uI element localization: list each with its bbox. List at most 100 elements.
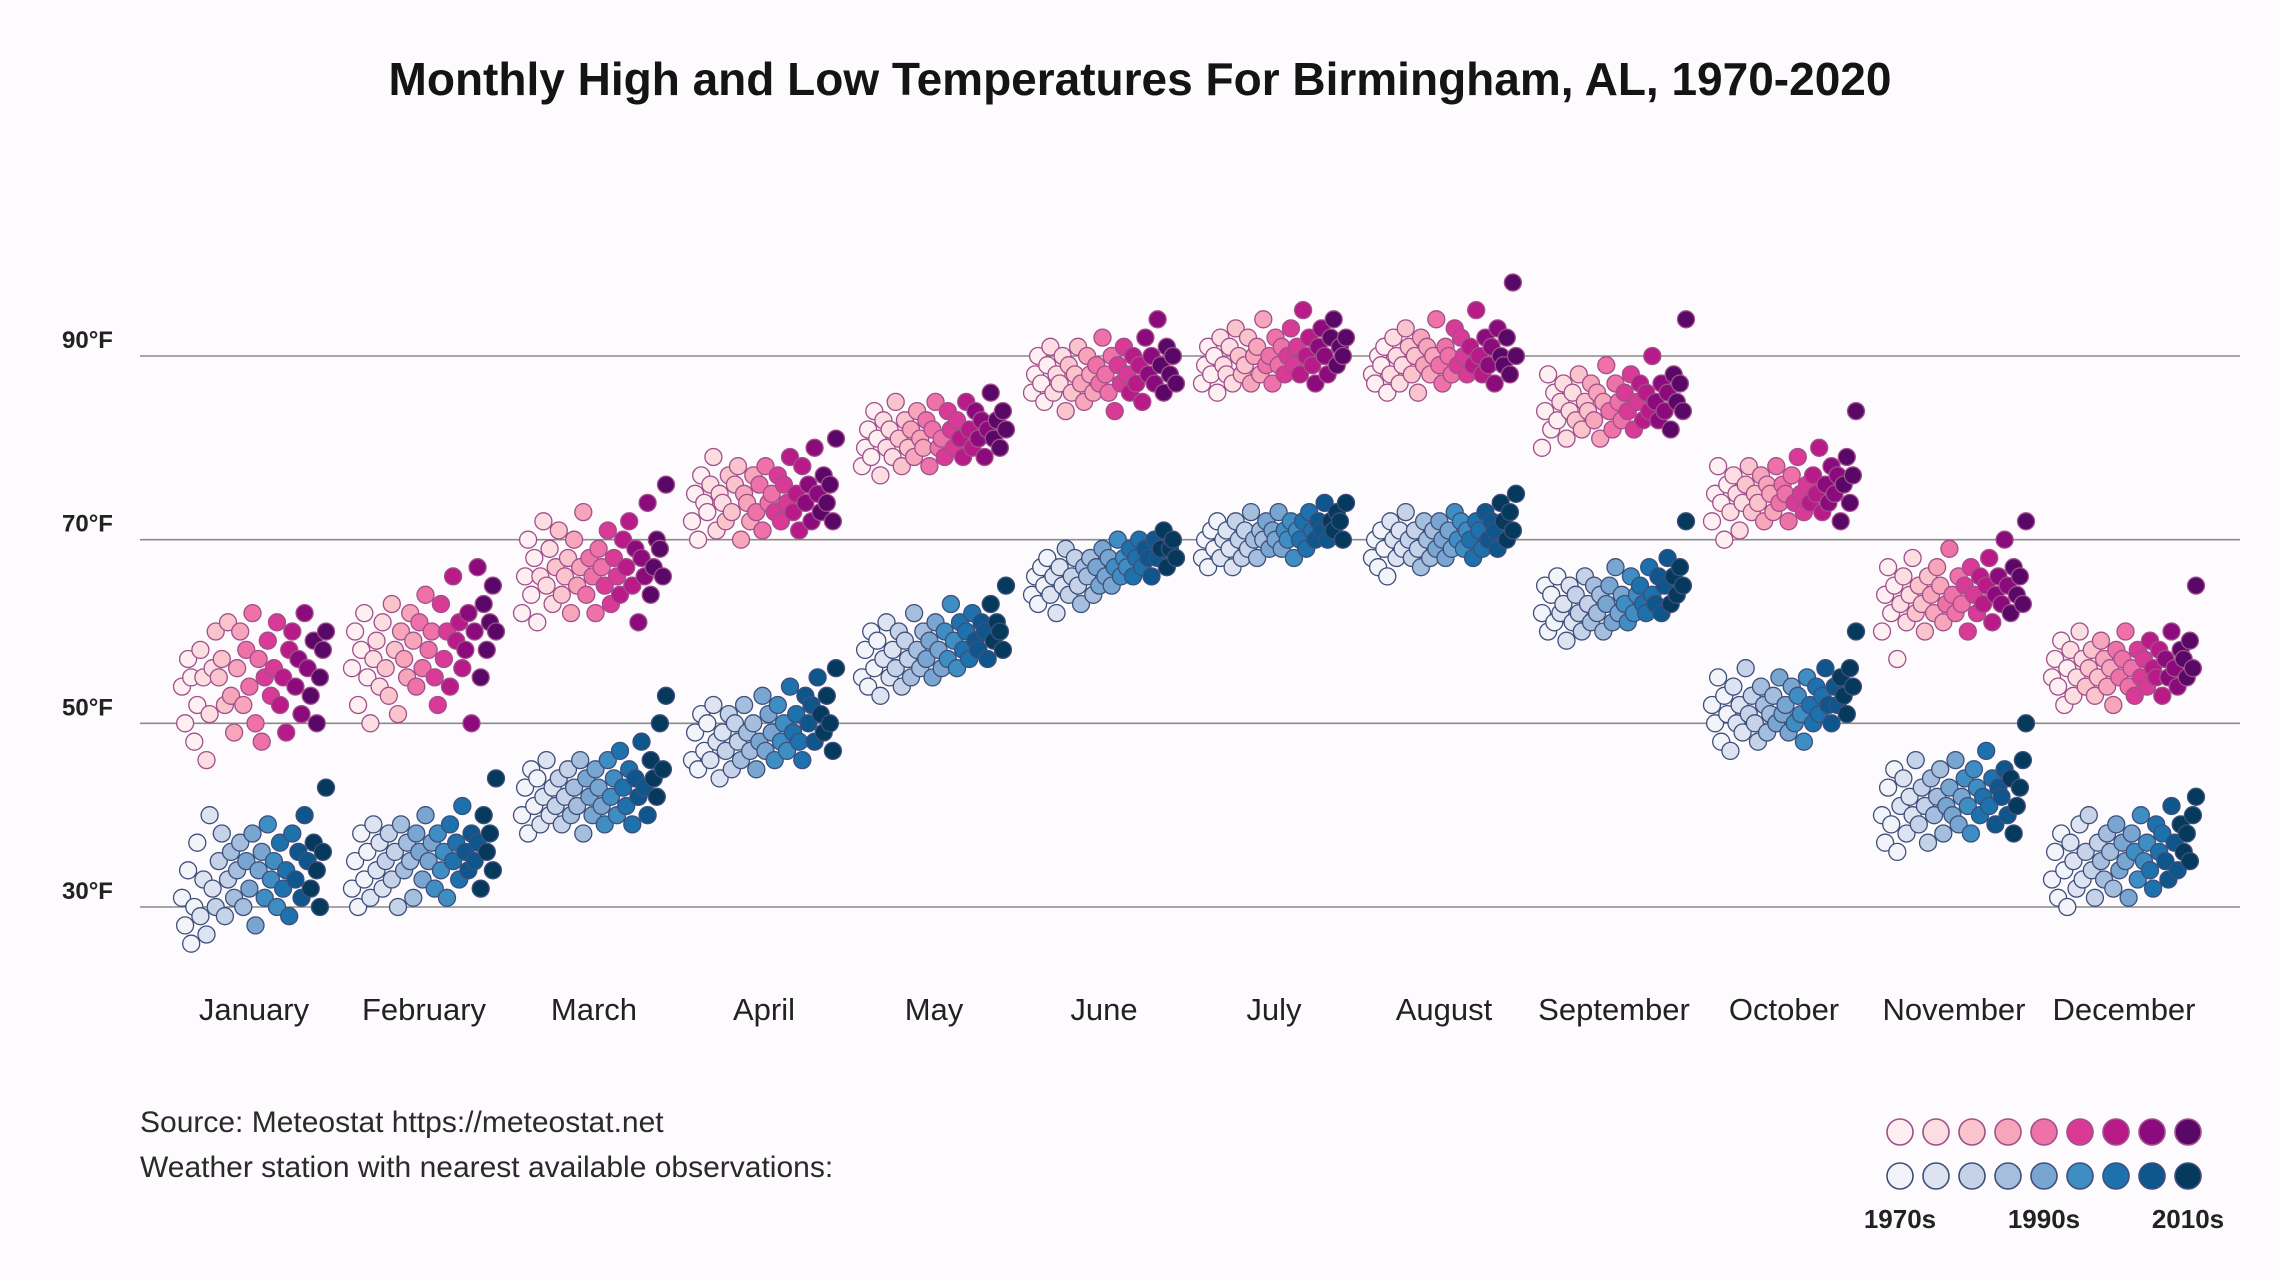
low-temp-point	[990, 622, 1010, 641]
high-temp-point	[188, 695, 207, 715]
high-temp-point	[975, 447, 994, 467]
low-temp-point	[787, 704, 806, 724]
high-temp-point	[1615, 383, 1634, 402]
low-temp-point	[1702, 695, 1722, 715]
low-temp-point	[623, 815, 642, 834]
low-temp-point	[1597, 594, 1616, 614]
low-temp-point	[1630, 576, 1650, 595]
legend-high-swatch	[1886, 1118, 1914, 1146]
x-tick-label: April	[733, 992, 795, 1027]
legend-decade-label: 2010s	[2152, 1204, 2224, 1234]
high-temp-point	[1676, 310, 1696, 329]
high-temp-point	[1041, 337, 1060, 356]
low-temp-point	[1733, 723, 1752, 742]
low-temp-point	[586, 760, 605, 779]
legend-low-swatch	[2174, 1162, 2202, 1190]
low-temp-point	[947, 659, 967, 678]
high-temp-point	[267, 613, 287, 632]
high-temp-point	[1427, 310, 1446, 329]
low-temp-point	[688, 760, 708, 779]
legend-low-swatch	[1994, 1162, 2022, 1190]
low-temp-point	[431, 861, 451, 880]
low-temp-point	[567, 796, 587, 816]
high-temp-point	[534, 512, 553, 531]
low-temp-point	[2104, 879, 2123, 898]
low-temp-point	[1241, 502, 1261, 522]
high-temp-point	[301, 686, 320, 705]
high-temp-point	[515, 567, 535, 586]
low-temp-point	[2076, 842, 2095, 862]
low-temp-point	[2183, 806, 2203, 825]
low-temp-point	[209, 851, 228, 871]
low-temp-point	[261, 870, 281, 889]
legend-high-swatch	[1922, 1118, 1950, 1146]
high-temp-point	[1569, 365, 1588, 384]
low-temp-point	[1977, 741, 1996, 761]
high-temp-point	[1940, 539, 1959, 558]
low-temp-point	[537, 750, 556, 770]
high-temp-point	[698, 502, 717, 522]
low-temp-point	[574, 824, 593, 843]
low-temp-point	[1837, 704, 1856, 724]
low-temp-point	[1964, 760, 1984, 779]
low-temp-point	[1315, 493, 1334, 513]
legend-low-swatch	[1958, 1162, 1986, 1190]
high-temp-point	[1983, 613, 2002, 632]
high-temp-point	[793, 457, 812, 476]
high-temp-point	[722, 502, 741, 522]
high-temp-point	[410, 613, 429, 632]
legend-decade-label: 1990s	[2008, 1204, 2080, 1234]
high-temp-point	[1503, 273, 1523, 292]
low-temp-point	[428, 824, 447, 843]
high-temp-point	[783, 502, 803, 522]
low-temp-point	[589, 778, 608, 797]
low-temp-point	[632, 732, 651, 751]
low-temp-point	[710, 769, 729, 788]
low-temp-point	[1788, 686, 1807, 705]
high-temp-point	[221, 686, 241, 705]
low-temp-point	[777, 741, 797, 761]
high-temp-point	[512, 603, 532, 623]
x-tick-label: February	[362, 992, 487, 1027]
high-temp-point	[310, 668, 330, 687]
low-temp-point	[234, 897, 253, 917]
high-temp-point	[352, 640, 371, 660]
high-temp-point	[790, 521, 809, 540]
low-temp-point	[1840, 659, 1860, 678]
low-temp-point	[465, 851, 484, 871]
low-temp-point	[2042, 870, 2062, 889]
high-temp-point	[358, 668, 377, 687]
high-temp-point	[175, 714, 195, 733]
low-temp-point	[617, 796, 636, 816]
high-temp-point	[270, 695, 290, 715]
high-temp-point	[1903, 548, 1922, 568]
high-temp-point	[249, 649, 268, 669]
low-temp-point	[768, 695, 787, 715]
low-temp-point	[2007, 796, 2026, 816]
high-temp-point	[1748, 493, 1768, 513]
high-temp-point	[1467, 300, 1486, 320]
high-temp-point	[623, 576, 642, 595]
legend-high-swatch	[1994, 1118, 2022, 1146]
high-temp-point	[558, 548, 578, 568]
low-temp-point	[437, 888, 457, 907]
high-temp-point	[348, 695, 368, 715]
high-temp-point	[756, 457, 775, 476]
high-temp-point	[1532, 438, 1552, 457]
low-temp-point	[638, 806, 657, 825]
low-temp-point	[1946, 750, 1965, 770]
low-temp-point	[1724, 677, 1743, 696]
low-temp-point	[1333, 530, 1353, 549]
high-temp-point	[313, 640, 333, 660]
low-temp-point	[613, 778, 633, 797]
high-temp-point	[1915, 622, 1935, 641]
low-temp-point	[348, 897, 368, 917]
high-temp-point	[2104, 695, 2123, 715]
high-temp-point	[185, 732, 204, 751]
high-temp-point	[886, 392, 905, 412]
high-temp-point	[780, 447, 800, 467]
high-temp-point	[2001, 603, 2020, 623]
low-temp-point	[725, 714, 745, 733]
low-temp-point	[2156, 851, 2175, 871]
high-temp-point	[246, 714, 265, 733]
